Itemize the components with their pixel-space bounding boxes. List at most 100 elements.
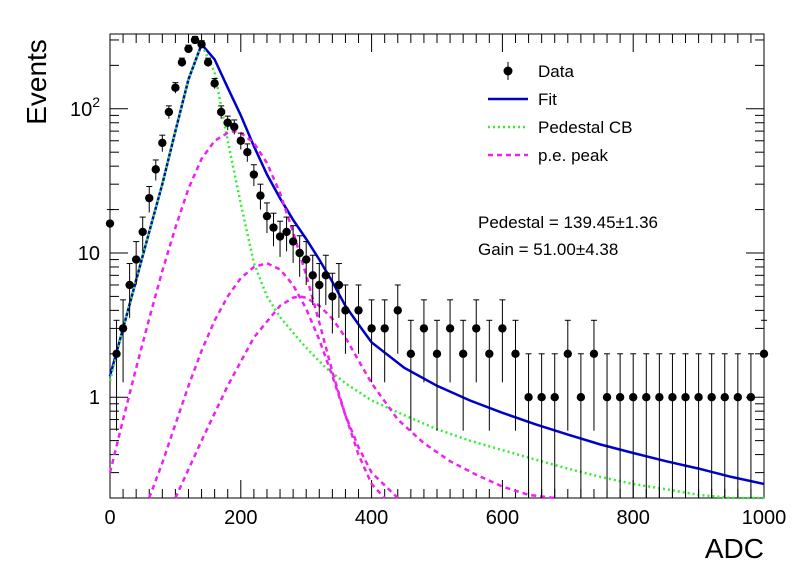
pedestal-value: 139.45 — [564, 213, 616, 232]
y-tick-label: 102 — [70, 94, 100, 121]
gain-value: 51.00 — [533, 240, 576, 259]
pedestal-pm: ± — [616, 213, 625, 232]
data-point — [485, 349, 494, 358]
data-point — [367, 324, 376, 333]
data-point — [334, 280, 344, 290]
axis-ticks — [109, 34, 765, 499]
data-point — [406, 349, 416, 358]
x-tick-label: 400 — [355, 507, 388, 529]
x-tick-labels: 0 200 400 600 800 1000 — [104, 507, 786, 529]
data-point — [681, 393, 690, 402]
data-point — [576, 393, 586, 402]
pedestal-stat: Pedestal = 139.45±1.36 — [478, 213, 658, 232]
x-tick-label: 600 — [486, 507, 519, 529]
x-tick-label: 800 — [617, 507, 650, 529]
data-point — [328, 292, 337, 301]
data-point — [236, 136, 245, 145]
data-point — [308, 271, 317, 280]
x-axis-title: ADC — [705, 533, 764, 564]
data-point — [164, 107, 174, 117]
data-point — [125, 280, 134, 290]
data-point — [145, 193, 154, 203]
data-point — [380, 324, 389, 333]
data-point — [602, 393, 612, 402]
data-point — [354, 306, 363, 315]
legend: Data Fit Pedestal CB p.e. peak — [488, 62, 633, 165]
data-point — [249, 170, 259, 179]
data-point — [498, 324, 507, 333]
data-point — [151, 165, 160, 174]
data-point — [243, 147, 252, 157]
data-point — [158, 138, 167, 148]
data-point — [432, 349, 442, 358]
data-point — [138, 227, 147, 237]
data-point — [302, 255, 311, 264]
data-points — [105, 35, 769, 498]
data-point — [223, 118, 232, 127]
x-tick-label: 0 — [104, 507, 115, 529]
fit-stats-box: Pedestal = 139.45±1.36 Gain = 51.00±4.38 — [478, 213, 658, 259]
pedestal-key: Pedestal — [478, 213, 544, 232]
legend-label-pedestal-cb: Pedestal CB — [538, 118, 633, 137]
data-point — [118, 324, 128, 333]
data-point — [262, 211, 272, 221]
x-tick-label: 1000 — [742, 507, 787, 529]
curve-p-e-peak-2 — [148, 261, 399, 499]
data-point — [472, 324, 481, 333]
data-point — [197, 40, 206, 49]
data-point — [256, 191, 265, 200]
data-point — [563, 349, 572, 358]
y-tick-label: 10 — [78, 243, 100, 265]
data-point — [269, 223, 278, 232]
data-point — [295, 248, 304, 258]
data-point — [537, 393, 546, 402]
data-point — [131, 255, 141, 264]
data-point — [184, 44, 193, 54]
legend-label-p-e-peak: p.e. peak — [538, 146, 608, 165]
data-point — [203, 58, 213, 67]
y-tick-label: 1 — [89, 387, 100, 409]
data-point — [210, 79, 219, 88]
x-tick-label: 200 — [224, 507, 257, 529]
pedestal-error: 1.36 — [625, 213, 658, 232]
gain-stat: Gain = 51.00±4.38 — [478, 240, 618, 259]
data-point — [288, 237, 298, 246]
legend-label-data: Data — [538, 62, 574, 81]
gain-key: Gain — [478, 240, 514, 259]
data-point — [112, 349, 121, 358]
gain-error: 4.38 — [585, 240, 618, 259]
data-point — [629, 393, 638, 402]
data-point — [589, 349, 599, 358]
data-point — [746, 393, 756, 402]
gain-pm: ± — [576, 240, 585, 259]
data-point — [642, 393, 651, 402]
data-point — [105, 219, 115, 228]
gain-eq: = — [514, 240, 533, 259]
data-point — [282, 227, 291, 237]
pedestal-eq: = — [544, 213, 563, 232]
data-point — [393, 306, 402, 315]
data-point — [615, 393, 625, 402]
data-point — [733, 393, 743, 402]
data-point — [275, 232, 285, 241]
data-point — [550, 393, 559, 402]
curve-pedestal-cb — [108, 41, 764, 500]
data-point — [458, 349, 468, 358]
data-point — [655, 393, 664, 402]
data-point — [190, 35, 200, 45]
data-point — [171, 83, 180, 92]
data-point — [445, 324, 455, 333]
data-point — [707, 393, 716, 402]
legend-marker-data — [503, 66, 513, 76]
data-point — [511, 349, 520, 358]
data-point — [720, 393, 729, 402]
data-point — [230, 122, 239, 131]
y-tick-labels: 1 10 102 — [70, 94, 100, 409]
data-point — [524, 393, 533, 402]
data-point — [315, 280, 324, 290]
data-point — [177, 58, 187, 67]
data-point — [321, 271, 331, 280]
data-point — [341, 306, 350, 315]
data-point — [419, 324, 429, 333]
